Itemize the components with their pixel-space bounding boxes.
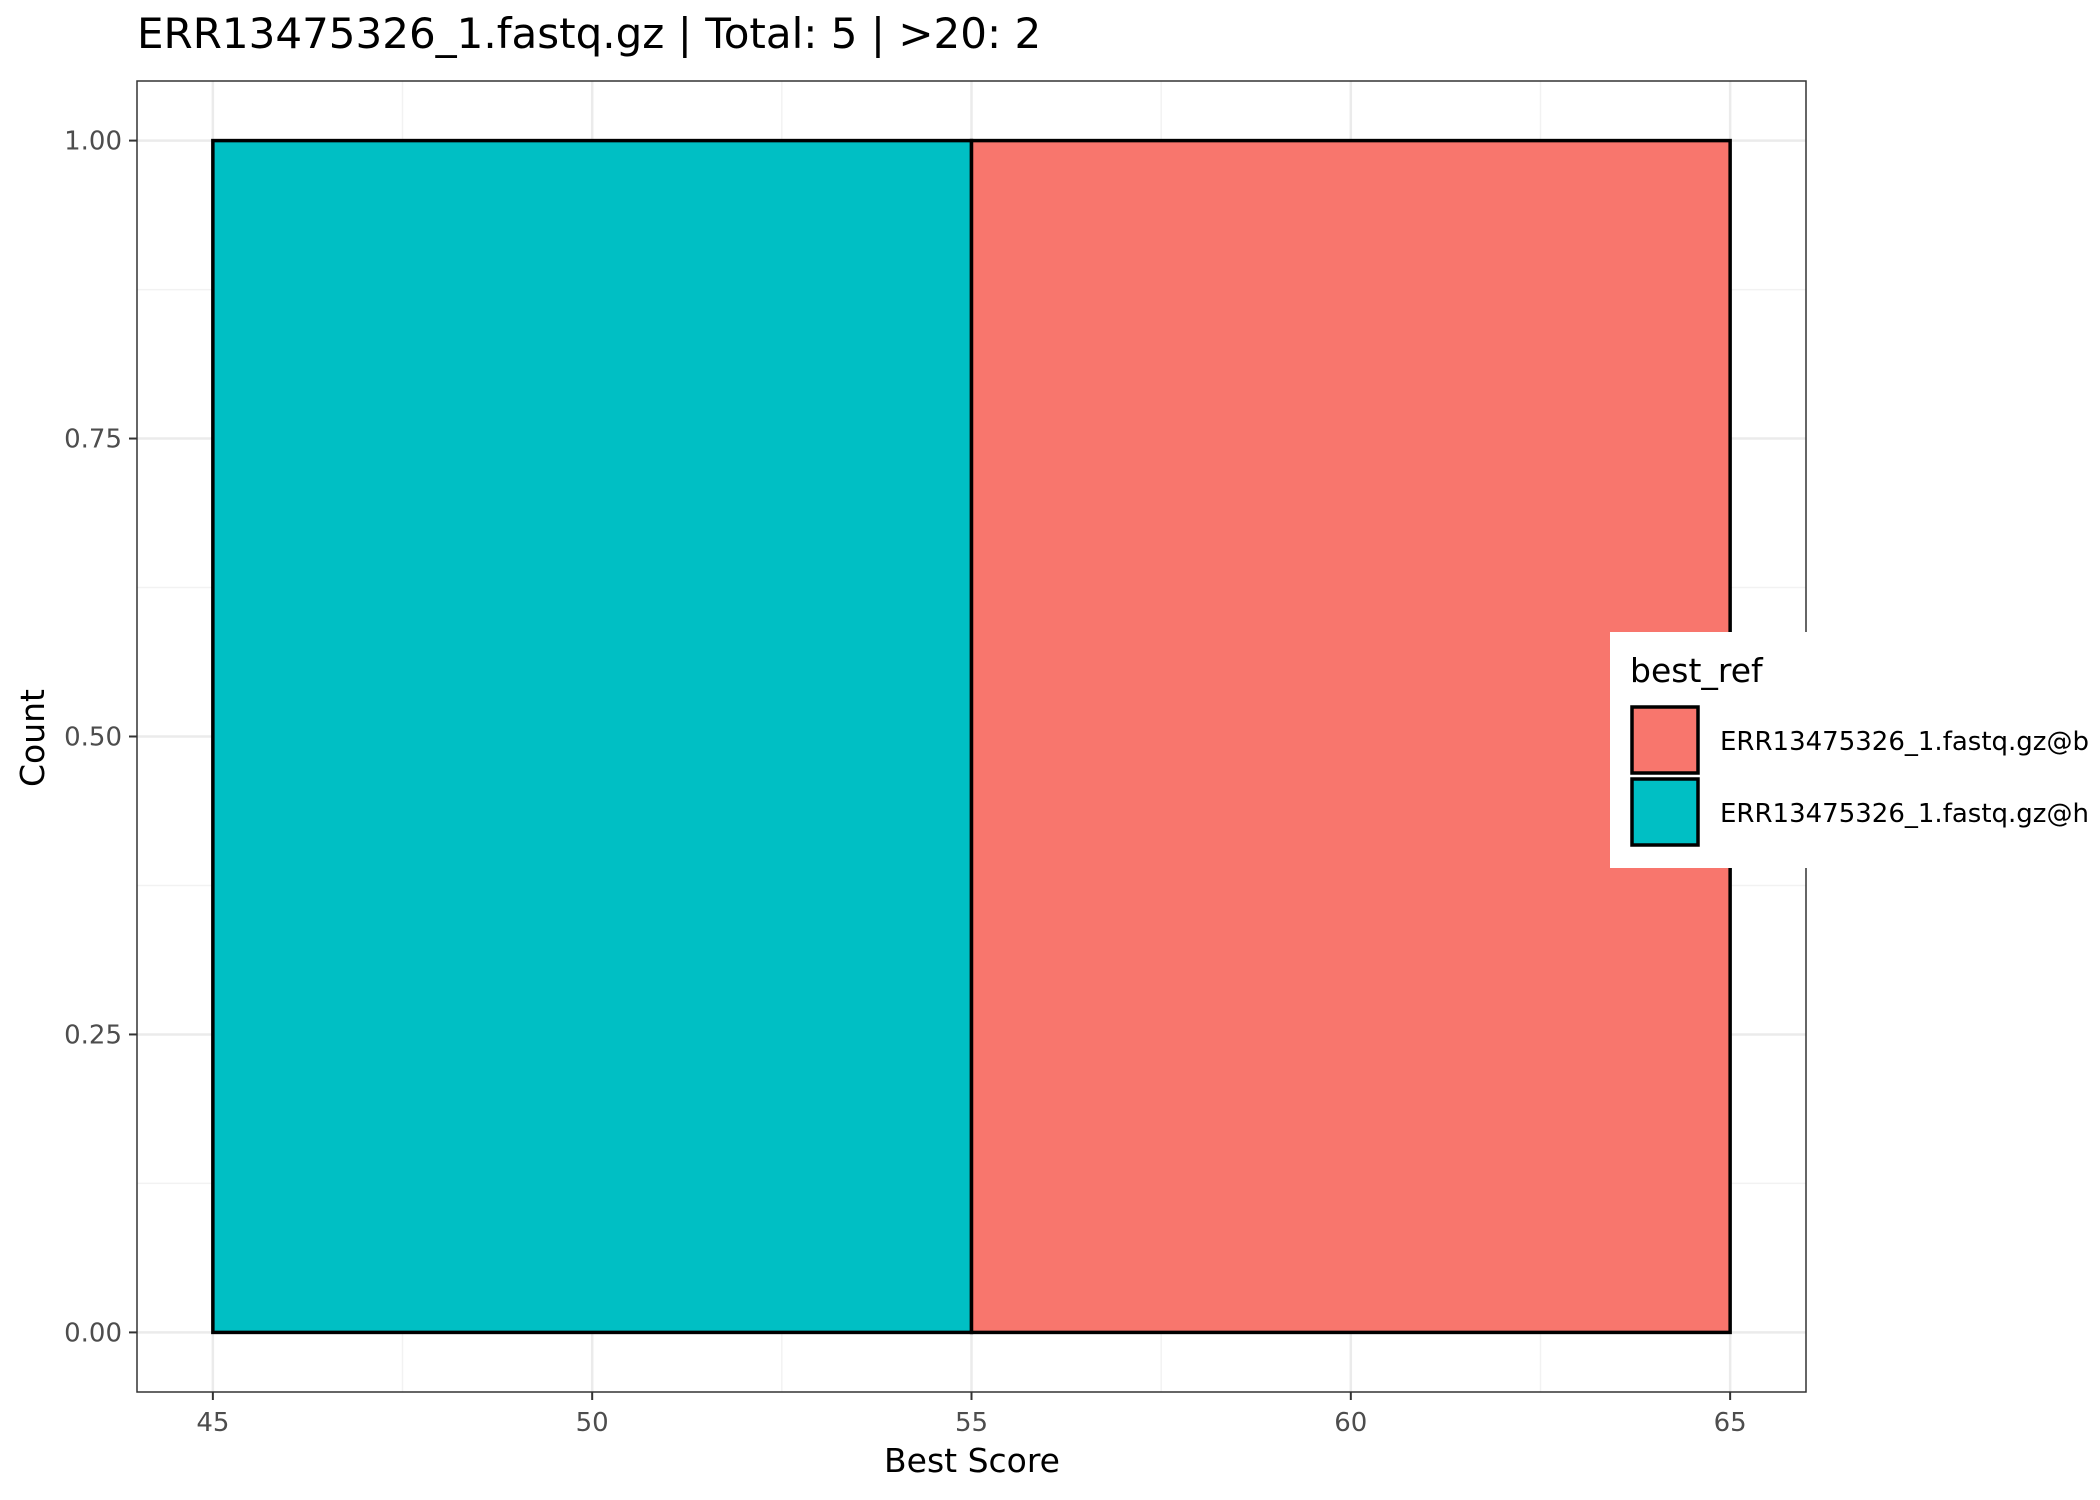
legend: best_ref ERR13475326_1.fastq.gz@bERR1347… — [1610, 632, 2100, 868]
y-tick-label: 1.00 — [64, 127, 122, 157]
y-tick-label: 0.75 — [64, 425, 122, 455]
bars — [211, 138, 1732, 1335]
legend-key — [1630, 705, 1700, 775]
legend-title: best_ref — [1630, 651, 1764, 690]
x-tick-label: 45 — [196, 1408, 229, 1438]
legend-label: ERR13475326_1.fastq.gz@h — [1720, 799, 2089, 829]
legend-key — [1630, 777, 1700, 847]
y-tick-label: 0.00 — [64, 1318, 122, 1348]
chart-title: ERR13475326_1.fastq.gz | Total: 5 | >20:… — [137, 9, 1041, 58]
x-tick-label: 65 — [1714, 1408, 1747, 1438]
histogram-bar — [211, 138, 974, 1335]
x-tick-label: 60 — [1334, 1408, 1367, 1438]
x-tick-label: 55 — [955, 1408, 988, 1438]
y-axis-title: Count — [13, 689, 52, 787]
x-axis-title: Best Score — [884, 1441, 1060, 1480]
y-tick-label: 0.25 — [64, 1020, 122, 1050]
legend-entries: ERR13475326_1.fastq.gz@b ERR13475326_1.fa… — [1630, 705, 2089, 847]
x-tick-label: 50 — [576, 1408, 609, 1438]
y-tick-label: 0.50 — [64, 723, 122, 753]
legend-label: ERR13475326_1.fastq.gz@b — [1720, 727, 2089, 757]
axes: 45 50 55 60 65 0.00 0.25 0.50 0.75 1.00 — [64, 127, 1747, 1438]
